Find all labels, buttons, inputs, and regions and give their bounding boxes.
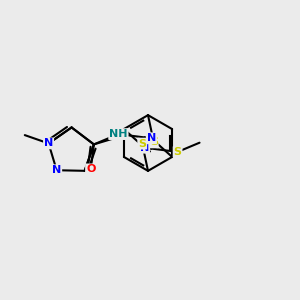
Text: N: N	[140, 143, 149, 153]
Text: N: N	[44, 138, 53, 148]
Text: N: N	[147, 133, 156, 143]
Text: S: S	[174, 147, 182, 157]
Text: S: S	[138, 139, 146, 148]
Text: S: S	[150, 137, 158, 147]
Text: NH: NH	[109, 129, 128, 139]
Text: O: O	[86, 164, 95, 174]
Text: N: N	[52, 165, 61, 175]
